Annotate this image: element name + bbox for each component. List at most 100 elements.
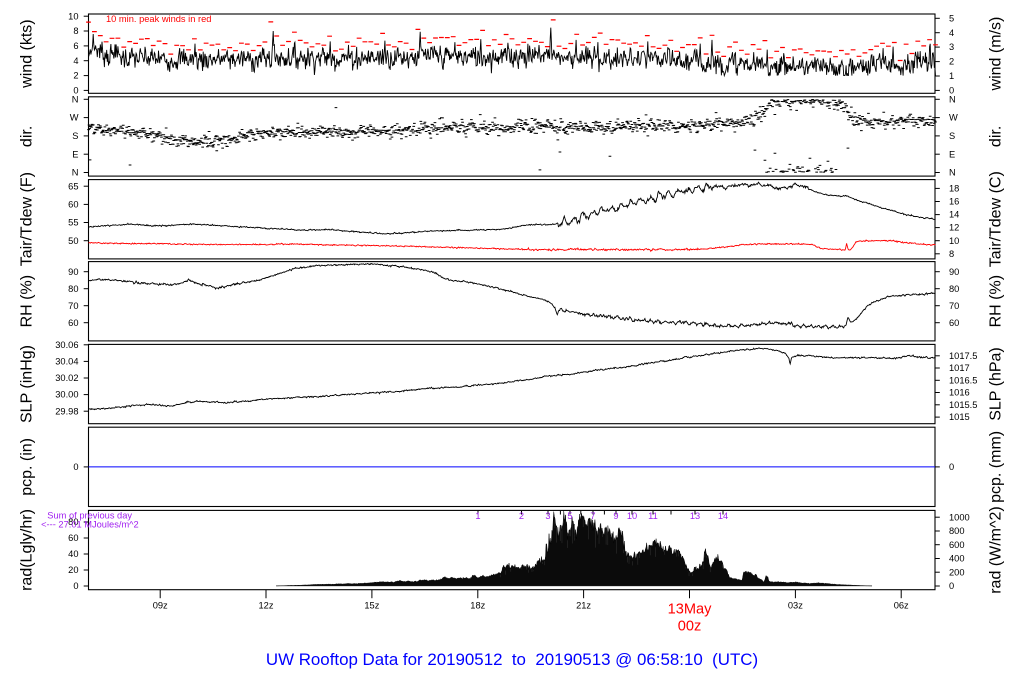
svg-text:pcp. (mm): pcp. (mm)	[988, 431, 1005, 503]
svg-text:3: 3	[545, 511, 550, 521]
svg-text:3: 3	[949, 42, 954, 52]
svg-text:1015.5: 1015.5	[949, 400, 977, 410]
svg-text:RH (%): RH (%)	[988, 275, 1005, 327]
svg-text:06z: 06z	[894, 601, 909, 611]
svg-text:11: 11	[648, 511, 658, 521]
svg-text:1: 1	[475, 511, 480, 521]
svg-text:0: 0	[949, 86, 954, 96]
svg-text:W: W	[70, 113, 79, 123]
svg-text:W: W	[949, 113, 958, 123]
svg-text:1017: 1017	[949, 363, 970, 373]
svg-text:N: N	[949, 94, 956, 104]
svg-text:60: 60	[68, 200, 78, 210]
svg-text:10: 10	[68, 11, 78, 21]
svg-text:rad (W/m^2): rad (W/m^2)	[988, 506, 1005, 594]
svg-text:600: 600	[949, 540, 965, 550]
svg-text:60: 60	[68, 318, 78, 328]
svg-text:21z: 21z	[576, 601, 591, 611]
svg-text:RH (%): RH (%)	[19, 275, 36, 327]
svg-text:<--- 27.01 MJoules/m^2: <--- 27.01 MJoules/m^2	[41, 519, 139, 529]
svg-text:5: 5	[567, 511, 572, 521]
svg-text:10: 10	[949, 236, 959, 246]
svg-text:SLP (inHg): SLP (inHg)	[19, 345, 36, 423]
svg-text:65: 65	[68, 181, 78, 191]
svg-text:5: 5	[949, 13, 954, 23]
svg-text:800: 800	[949, 526, 965, 536]
svg-text:00z: 00z	[678, 619, 702, 635]
svg-text:7: 7	[590, 511, 595, 521]
svg-text:8: 8	[949, 249, 954, 259]
svg-text:200: 200	[949, 567, 965, 577]
svg-text:0: 0	[949, 462, 954, 472]
svg-text:2: 2	[519, 511, 524, 521]
svg-text:55: 55	[68, 218, 78, 228]
svg-text:70: 70	[68, 301, 78, 311]
svg-text:N: N	[72, 94, 79, 104]
svg-text:6: 6	[73, 41, 78, 51]
svg-text:60: 60	[949, 318, 959, 328]
svg-text:80: 80	[949, 284, 959, 294]
svg-text:4: 4	[73, 56, 78, 66]
svg-text:29.98: 29.98	[55, 406, 78, 416]
svg-text:50: 50	[68, 236, 78, 246]
svg-text:S: S	[72, 131, 78, 141]
svg-text:1000: 1000	[949, 512, 970, 522]
svg-text:12: 12	[949, 223, 959, 233]
svg-text:80: 80	[68, 284, 78, 294]
svg-text:03z: 03z	[788, 601, 803, 611]
svg-text:E: E	[72, 149, 78, 159]
svg-text:8: 8	[73, 26, 78, 36]
svg-text:1: 1	[949, 71, 954, 81]
svg-text:0: 0	[73, 462, 78, 472]
svg-text:wind (m/s): wind (m/s)	[988, 17, 1005, 92]
svg-text:30.04: 30.04	[55, 357, 78, 367]
svg-text:S: S	[949, 131, 955, 141]
svg-text:1017.5: 1017.5	[949, 351, 977, 361]
svg-text:UW Rooftop Data for 20190512: UW Rooftop Data for 20190512 to 20190513…	[266, 650, 758, 669]
svg-text:dir.: dir.	[988, 126, 1005, 147]
svg-text:18: 18	[949, 184, 959, 194]
svg-text:0: 0	[949, 581, 954, 591]
svg-text:60: 60	[68, 533, 78, 543]
svg-text:SLP (hPa): SLP (hPa)	[988, 347, 1005, 421]
svg-text:14: 14	[949, 210, 959, 220]
svg-text:13May: 13May	[668, 602, 713, 618]
svg-text:pcp. (in): pcp. (in)	[19, 438, 36, 496]
svg-text:E: E	[949, 149, 955, 159]
svg-text:2: 2	[73, 71, 78, 81]
svg-text:400: 400	[949, 554, 965, 564]
svg-text:Tair/Tdew (F): Tair/Tdew (F)	[19, 172, 36, 266]
svg-text:09z: 09z	[153, 601, 168, 611]
svg-text:1016.5: 1016.5	[949, 375, 977, 385]
svg-text:1016: 1016	[949, 388, 970, 398]
svg-text:1015: 1015	[949, 412, 970, 422]
svg-text:15z: 15z	[364, 601, 379, 611]
svg-text:14: 14	[718, 511, 728, 521]
svg-text:20: 20	[68, 565, 78, 575]
svg-text:80: 80	[68, 517, 78, 527]
svg-text:10 min. peak winds in red: 10 min. peak winds in red	[106, 14, 211, 24]
svg-text:rad(Lgly/hr): rad(Lgly/hr)	[19, 509, 36, 591]
svg-text:90: 90	[68, 267, 78, 277]
svg-text:9: 9	[613, 511, 618, 521]
svg-text:wind (kts): wind (kts)	[19, 19, 36, 88]
svg-text:N: N	[949, 168, 956, 178]
svg-text:Tair/Tdew (C): Tair/Tdew (C)	[988, 171, 1005, 267]
svg-text:90: 90	[949, 267, 959, 277]
svg-text:18z: 18z	[470, 601, 485, 611]
svg-text:13: 13	[690, 511, 700, 521]
svg-text:16: 16	[949, 197, 959, 207]
svg-text:0: 0	[73, 581, 78, 591]
svg-text:40: 40	[68, 549, 78, 559]
svg-text:12z: 12z	[259, 601, 274, 611]
svg-text:4: 4	[949, 28, 954, 38]
svg-text:30.06: 30.06	[55, 340, 78, 350]
svg-text:dir.: dir.	[19, 126, 36, 147]
svg-text:2: 2	[949, 57, 954, 67]
svg-text:Sum of previous day: Sum of previous day	[47, 510, 132, 520]
svg-text:30.00: 30.00	[55, 390, 78, 400]
svg-text:70: 70	[949, 301, 959, 311]
svg-text:N: N	[72, 168, 79, 178]
svg-text:10: 10	[627, 511, 637, 521]
svg-text:0: 0	[73, 86, 78, 96]
